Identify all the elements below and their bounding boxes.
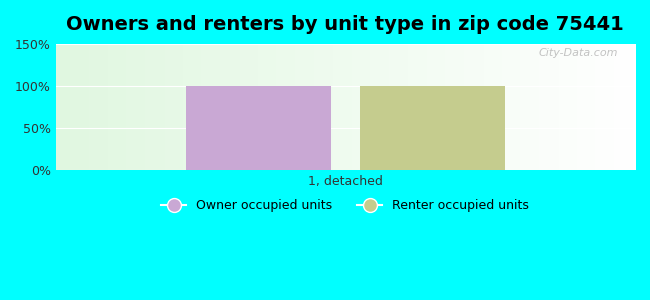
Bar	[360, 86, 504, 170]
Bar	[186, 86, 331, 170]
Legend: Owner occupied units, Renter occupied units: Owner occupied units, Renter occupied un…	[157, 194, 534, 217]
Title: Owners and renters by unit type in zip code 75441: Owners and renters by unit type in zip c…	[66, 15, 624, 34]
Text: City-Data.com: City-Data.com	[538, 48, 617, 58]
